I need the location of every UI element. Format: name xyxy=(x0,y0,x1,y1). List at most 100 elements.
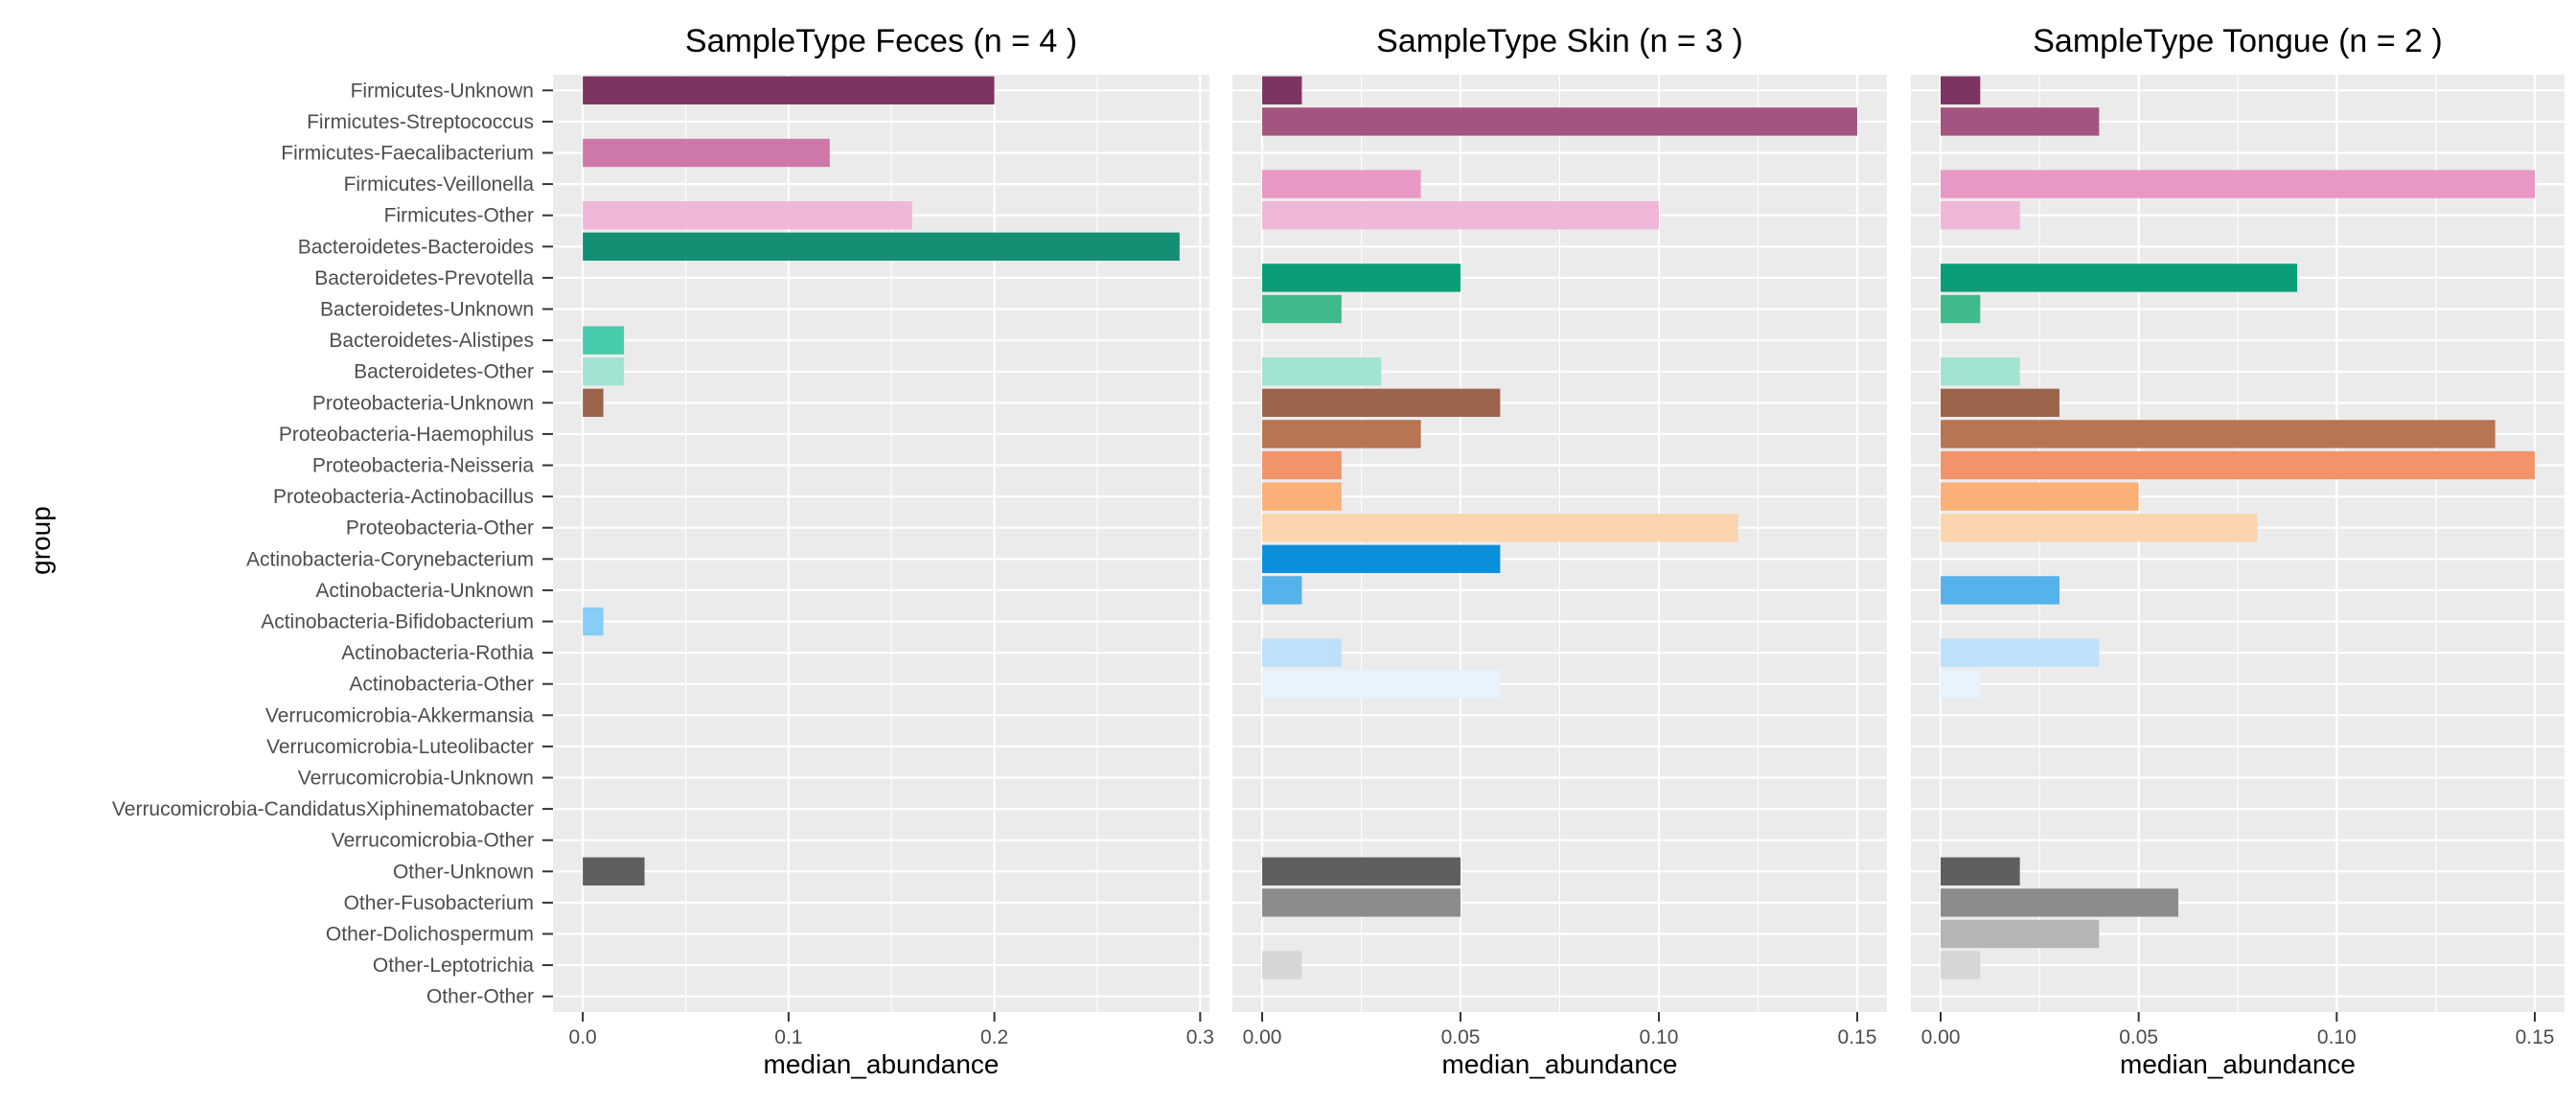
category-label-verrucomicrobia-other: Verrucomicrobia-Other xyxy=(332,830,534,852)
category-label-firmicutes-other: Firmicutes-Other xyxy=(384,205,534,227)
bar-bacteroidetes-other xyxy=(1262,357,1382,386)
bar-firmicutes-veillonella xyxy=(1262,170,1421,198)
panel-sampletype-feces-n-4-background xyxy=(553,75,1209,1012)
panel-sampletype-feces-n-4: 0.0 0.1 0.2 0.3 SampleType Feces (n = 4 ) med… xyxy=(553,23,1214,1079)
bar-proteobacteria-unknown xyxy=(1262,388,1501,417)
x-tick-label: 0.10 xyxy=(1640,1026,1679,1048)
bar-actinobacteria-unknown xyxy=(1262,576,1302,605)
category-label-other-other: Other-Other xyxy=(426,986,534,1008)
bar-bacteroidetes-prevotella xyxy=(1941,264,2297,292)
bar-bacteroidetes-unknown xyxy=(1262,294,1342,324)
x-tick-label: 0.1 xyxy=(774,1026,802,1048)
bar-firmicutes-streptococcus xyxy=(1941,107,2100,136)
bar-actinobacteria-corynebacterium xyxy=(1262,544,1501,573)
category-label-proteobacteria-other: Proteobacteria-Other xyxy=(346,518,534,540)
panel-title: SampleType Tongue (n = 2 ) xyxy=(2033,23,2442,59)
bar-other-unknown xyxy=(1262,857,1461,886)
panel-title: SampleType Skin (n = 3 ) xyxy=(1376,23,1743,59)
category-label-firmicutes-streptococcus: Firmicutes-Streptococcus xyxy=(307,111,534,133)
bar-other-unknown xyxy=(1941,857,2020,886)
category-label-firmicutes-faecalibacterium: Firmicutes-Faecalibacterium xyxy=(281,143,534,165)
bar-firmicutes-veillonella xyxy=(1941,170,2535,198)
category-label-bacteroidetes-alistipes: Bacteroidetes-Alistipes xyxy=(329,330,534,352)
category-label-verrucomicrobia-unknown: Verrucomicrobia-Unknown xyxy=(298,768,534,790)
bar-actinobacteria-unknown xyxy=(1941,576,2059,605)
bar-other-leptotrichia xyxy=(1941,951,1981,979)
bar-firmicutes-unknown xyxy=(583,76,995,104)
x-tick-label: 0.2 xyxy=(980,1026,1008,1048)
bar-proteobacteria-neisseria xyxy=(1262,450,1342,480)
x-axis-title: median_abundance xyxy=(2120,1049,2356,1079)
category-label-proteobacteria-neisseria: Proteobacteria-Neisseria xyxy=(312,455,534,477)
x-axis-title: median_abundance xyxy=(1442,1049,1678,1079)
bar-firmicutes-faecalibacterium xyxy=(583,138,830,168)
y-axis-title: group xyxy=(26,506,56,575)
category-label-bacteroidetes-unknown: Bacteroidetes-Unknown xyxy=(320,299,534,321)
bar-actinobacteria-bifidobacterium xyxy=(583,607,604,636)
category-label-actinobacteria-unknown: Actinobacteria-Unknown xyxy=(315,580,534,602)
bar-bacteroidetes-other xyxy=(1941,357,2020,386)
bar-proteobacteria-haemophilus xyxy=(1262,420,1421,448)
category-label-actinobacteria-rothia: Actinobacteria-Rothia xyxy=(341,642,534,664)
category-label-verrucomicrobia-akkermansia: Verrucomicrobia-Akkermansia xyxy=(265,704,534,726)
bar-proteobacteria-other xyxy=(1941,514,2258,542)
bar-firmicutes-other xyxy=(1262,201,1659,230)
bar-firmicutes-unknown xyxy=(1262,76,1302,104)
category-label-firmicutes-veillonella: Firmicutes-Veillonella xyxy=(344,173,535,196)
category-label-proteobacteria-unknown: Proteobacteria-Unknown xyxy=(312,392,534,414)
bar-bacteroidetes-bacteroides xyxy=(583,232,1180,261)
category-label-other-leptotrichia: Other-Leptotrichia xyxy=(373,954,534,977)
bar-bacteroidetes-other xyxy=(583,357,625,386)
bar-actinobacteria-other xyxy=(1941,670,1981,699)
panel-title: SampleType Feces (n = 4 ) xyxy=(685,23,1077,59)
bar-proteobacteria-haemophilus xyxy=(1941,420,2496,448)
bar-other-dolichospermum xyxy=(1941,919,2100,949)
bar-actinobacteria-rothia xyxy=(1941,638,2100,667)
category-label-other-unknown: Other-Unknown xyxy=(393,861,534,883)
x-tick-label: 0.3 xyxy=(1186,1026,1214,1048)
bar-proteobacteria-neisseria xyxy=(1941,450,2535,480)
bar-other-fusobacterium xyxy=(1262,888,1461,917)
category-label-firmicutes-unknown: Firmicutes-Unknown xyxy=(351,80,534,102)
panel-sampletype-tongue-n-2: 0.00 0.05 0.10 0.15 SampleType Tongue (n = 2… xyxy=(1911,23,2564,1079)
x-tick-label: 0.0 xyxy=(569,1026,597,1048)
bar-actinobacteria-other xyxy=(1262,670,1501,699)
bar-proteobacteria-unknown xyxy=(583,388,604,417)
bar-bacteroidetes-prevotella xyxy=(1262,264,1461,292)
category-label-other-fusobacterium: Other-Fusobacterium xyxy=(344,892,534,914)
bar-proteobacteria-actinobacillus xyxy=(1941,482,2139,511)
category-label-bacteroidetes-prevotella: Bacteroidetes-Prevotella xyxy=(314,267,534,289)
facet-panels: 0.0 0.1 0.2 0.3 SampleType Feces (n = 4 ) med… xyxy=(553,23,2564,1079)
bar-actinobacteria-rothia xyxy=(1262,638,1342,667)
x-axis-title: median_abundance xyxy=(764,1049,1000,1079)
category-label-verrucomicrobia-candidatusxiphinematobacter: Verrucomicrobia-CandidatusXiphinematobac… xyxy=(112,798,534,820)
bar-proteobacteria-actinobacillus xyxy=(1262,482,1342,511)
bar-firmicutes-streptococcus xyxy=(1262,107,1857,136)
bar-proteobacteria-other xyxy=(1262,514,1738,542)
bar-other-fusobacterium xyxy=(1941,888,2178,917)
category-label-actinobacteria-other: Actinobacteria-Other xyxy=(349,674,534,696)
bar-proteobacteria-unknown xyxy=(1941,388,2059,417)
bar-other-unknown xyxy=(583,857,645,886)
category-label-bacteroidetes-bacteroides: Bacteroidetes-Bacteroides xyxy=(298,236,534,258)
category-label-proteobacteria-actinobacillus: Proteobacteria-Actinobacillus xyxy=(273,486,534,508)
category-labels: Firmicutes-Unknown Firmicutes-Streptococc… xyxy=(112,80,553,1008)
bar-firmicutes-unknown xyxy=(1941,76,1981,104)
bar-bacteroidetes-unknown xyxy=(1941,294,1981,324)
category-label-proteobacteria-haemophilus: Proteobacteria-Haemophilus xyxy=(279,424,534,446)
category-label-verrucomicrobia-luteolibacter: Verrucomicrobia-Luteolibacter xyxy=(266,736,534,758)
category-label-other-dolichospermum: Other-Dolichospermum xyxy=(326,924,534,946)
category-label-actinobacteria-corynebacterium: Actinobacteria-Corynebacterium xyxy=(246,548,534,570)
x-tick-label: 0.00 xyxy=(1243,1026,1282,1048)
x-tick-label: 0.15 xyxy=(2516,1026,2555,1048)
x-tick-label: 0.05 xyxy=(2119,1026,2158,1048)
panel-sampletype-skin-n-3: 0.00 0.05 0.10 0.15 SampleType Skin (n = 3 )… xyxy=(1232,23,1887,1079)
category-label-bacteroidetes-other: Bacteroidetes-Other xyxy=(354,361,534,383)
x-tick-label: 0.15 xyxy=(1838,1026,1877,1048)
bar-bacteroidetes-alistipes xyxy=(583,326,625,355)
x-tick-label: 0.00 xyxy=(1921,1026,1961,1048)
x-tick-label: 0.10 xyxy=(2317,1026,2357,1048)
bar-other-leptotrichia xyxy=(1262,951,1302,979)
category-label-actinobacteria-bifidobacterium: Actinobacteria-Bifidobacterium xyxy=(261,611,534,633)
